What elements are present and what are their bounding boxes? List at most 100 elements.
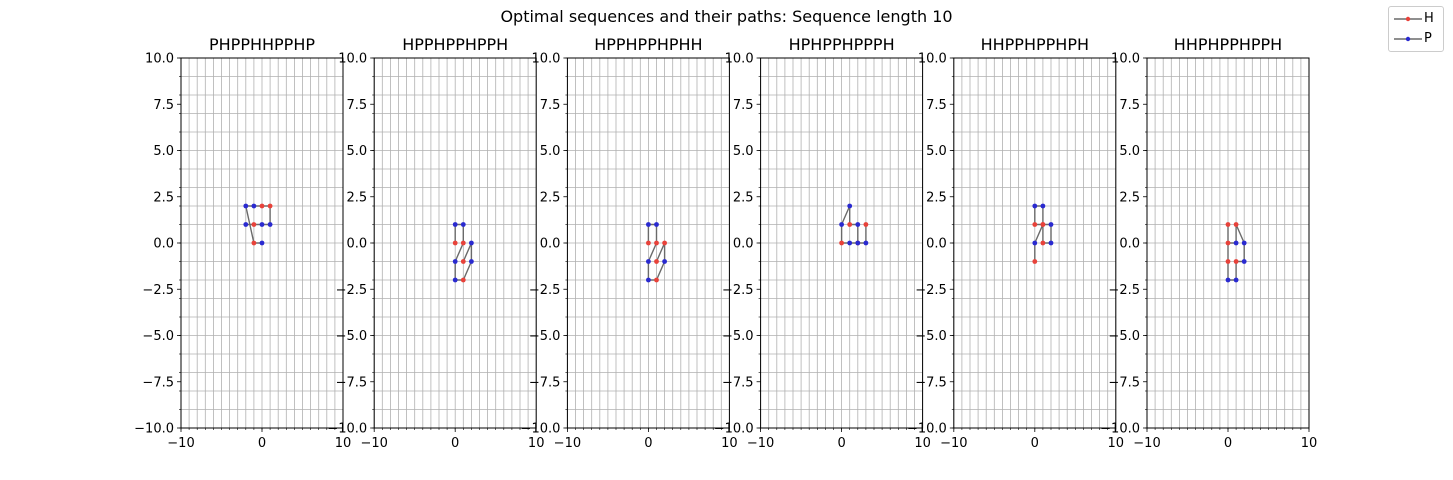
y-tick-label: 7.5	[733, 98, 754, 113]
subplot-1: −10 0 10 −10.0 −7.5 −5.0 −2.5 0.0 2.5 5.0 7.5 10.0 P…	[134, 35, 351, 451]
point-P	[267, 222, 273, 227]
y-tick-label: −7.5	[1108, 375, 1140, 390]
legend-label-h: H	[1424, 11, 1434, 26]
x-tick-label: 0	[837, 436, 845, 451]
point-P	[243, 203, 249, 209]
legend-marker-p	[1394, 36, 1422, 42]
x-tick-label: −10	[940, 436, 967, 451]
subplot-title: HHPHPPHPPH	[1174, 35, 1282, 54]
y-tick-label: 2.5	[153, 190, 174, 205]
point-P	[259, 240, 265, 246]
y-tick-label: −2.5	[915, 283, 947, 298]
y-tick-label: 0.0	[733, 237, 754, 252]
point-P	[1241, 259, 1247, 264]
y-tick-label: 2.5	[1119, 190, 1140, 205]
subplot-2: −10 0 10−10.0−7.5−5.0−2.50.02.55.07.510.0H…	[327, 35, 544, 451]
y-tick-label: 7.5	[347, 98, 368, 113]
point-H	[863, 222, 869, 227]
point-P	[469, 259, 474, 264]
point-P	[259, 222, 265, 227]
y-tick-label: −7.5	[722, 375, 754, 390]
x-tick-label: 10	[914, 436, 931, 451]
grid-lines	[567, 57, 730, 429]
point-H	[654, 277, 659, 283]
point-P	[1233, 277, 1239, 283]
y-tick-label: 7.5	[1119, 98, 1140, 113]
subplot-title: HPPHPPHPPH	[402, 35, 508, 54]
x-tick-label: 0	[258, 436, 266, 451]
sequence-path	[840, 205, 867, 244]
x-tick-label: −10	[167, 436, 194, 451]
y-tick-label: −7.5	[915, 375, 947, 390]
figure-title: Optimal sequences and their paths: Seque…	[500, 7, 953, 26]
y-tick-label: −2.5	[1108, 283, 1140, 298]
sequence-path	[1227, 224, 1245, 281]
point-P	[1233, 240, 1239, 246]
point-H	[251, 240, 257, 246]
y-tick-label: −2.5	[336, 283, 368, 298]
y-tick-label: −5.0	[336, 329, 368, 344]
y-tick-label: −2.5	[142, 283, 174, 298]
y-tick-label: −10.0	[327, 422, 367, 437]
y-tick-label: −7.5	[336, 375, 368, 390]
point-P	[855, 240, 861, 246]
point-H	[646, 240, 651, 246]
point-P	[452, 259, 458, 264]
x-tick-label: −10	[360, 436, 387, 451]
y-tick-label: −7.5	[529, 375, 561, 390]
point-P	[1040, 203, 1046, 209]
y-tick-label: 10.0	[1111, 52, 1140, 67]
y-tick-label: 5.0	[347, 144, 368, 159]
subplot-3: −10 0 10−10.0−7.5−5.0−2.50.02.55.07.510.0H…	[521, 35, 738, 451]
point-H	[452, 240, 458, 246]
x-tick-label: −10	[1133, 436, 1160, 451]
y-tick-label: 5.0	[153, 144, 174, 159]
y-tick-label: −2.5	[722, 283, 754, 298]
y-tick-label: −10.0	[1100, 422, 1140, 437]
x-tick-label: 10	[1108, 436, 1125, 451]
point-P	[1241, 240, 1247, 246]
point-P	[662, 259, 667, 264]
point-H	[1032, 259, 1038, 264]
point-P	[452, 222, 458, 227]
y-tick-label: 10.0	[918, 52, 947, 67]
sequence-path	[244, 205, 271, 244]
point-P	[847, 240, 853, 246]
subplot-6: −10 0 10−10.0−7.5−5.0−2.50.02.55.07.510.0H…	[1100, 35, 1317, 451]
x-tick-label: 0	[644, 436, 652, 451]
point-P	[839, 222, 844, 227]
y-tick-label: 5.0	[1119, 144, 1140, 159]
y-tick-label: −10.0	[907, 422, 947, 437]
y-tick-label: −5.0	[722, 329, 754, 344]
y-tick-label: 10.0	[145, 52, 174, 67]
point-H	[1032, 222, 1038, 227]
y-tick-label: 7.5	[540, 98, 561, 113]
subplot-5: −10 0 10−10.0−7.5−5.0−2.50.02.55.07.510.0H…	[907, 35, 1124, 451]
point-P	[452, 277, 458, 283]
point-P	[847, 203, 853, 209]
x-tick-label: 0	[451, 436, 459, 451]
legend-entry-p: P	[1389, 30, 1445, 48]
subplot-4: −10 0 10−10.0−7.5−5.0−2.50.02.55.07.510.0H…	[714, 35, 931, 451]
point-H	[847, 222, 853, 227]
point-P	[646, 259, 651, 264]
x-tick-label: −10	[747, 436, 774, 451]
point-H	[460, 240, 466, 246]
subplot-title: HPPHPPHPHH	[594, 35, 702, 54]
point-P	[855, 222, 861, 227]
point-H	[662, 240, 667, 246]
x-tick-label: −10	[554, 436, 581, 451]
point-P	[1225, 277, 1231, 283]
point-P	[646, 277, 651, 283]
y-tick-label: 2.5	[540, 190, 561, 205]
y-tick-label: −5.0	[1108, 329, 1140, 344]
point-H	[460, 259, 466, 264]
subplot-title: PHPPHHPPHP	[209, 35, 315, 54]
legend: H P	[1388, 6, 1444, 52]
y-tick-label: 10.0	[338, 52, 367, 67]
y-tick-label: 2.5	[347, 190, 368, 205]
subplot-title: HHPPHPPHPH	[981, 35, 1089, 54]
point-P	[469, 240, 474, 246]
point-H	[267, 203, 273, 209]
point-P	[243, 222, 249, 227]
